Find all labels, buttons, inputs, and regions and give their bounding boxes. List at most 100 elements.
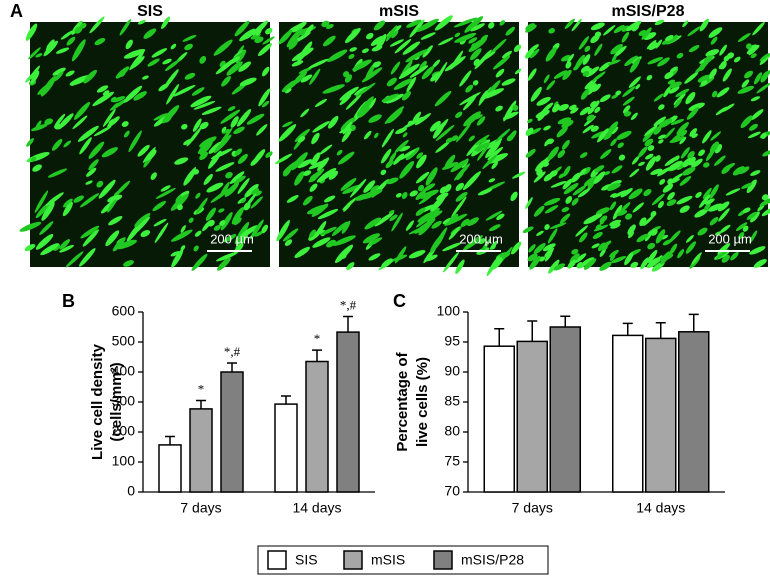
cell bbox=[599, 248, 606, 257]
cell bbox=[579, 168, 587, 176]
y-tick-label: 400 bbox=[112, 363, 136, 379]
cell bbox=[748, 131, 761, 139]
cell bbox=[558, 104, 569, 111]
cell bbox=[612, 204, 623, 220]
cell bbox=[603, 132, 612, 140]
cell bbox=[679, 136, 687, 145]
cell bbox=[759, 53, 770, 62]
error-bar bbox=[655, 322, 666, 339]
cell bbox=[470, 48, 482, 61]
cell bbox=[415, 171, 430, 184]
micrograph bbox=[522, 18, 770, 274]
cell bbox=[249, 219, 264, 240]
cell bbox=[79, 137, 92, 155]
cell bbox=[650, 210, 657, 218]
cell bbox=[553, 70, 568, 79]
cell bbox=[455, 122, 472, 143]
cell bbox=[408, 250, 426, 259]
cell bbox=[673, 34, 678, 41]
cell bbox=[30, 156, 37, 162]
cell bbox=[522, 226, 534, 234]
cell bbox=[40, 89, 46, 96]
cell bbox=[206, 182, 224, 193]
cell bbox=[587, 106, 596, 115]
cell bbox=[488, 22, 495, 29]
cell bbox=[402, 41, 421, 55]
cell bbox=[257, 43, 272, 57]
cell bbox=[723, 55, 730, 62]
cell bbox=[240, 225, 258, 238]
cell bbox=[102, 108, 116, 127]
cell bbox=[278, 29, 293, 45]
cell bbox=[101, 147, 118, 158]
cell bbox=[552, 103, 560, 113]
cell bbox=[543, 74, 550, 84]
cell bbox=[389, 152, 397, 163]
cell bbox=[716, 87, 730, 98]
cell bbox=[468, 37, 488, 52]
cell bbox=[340, 117, 356, 131]
cell bbox=[142, 147, 156, 163]
cell bbox=[708, 68, 717, 80]
cell bbox=[162, 58, 172, 65]
cell bbox=[688, 44, 700, 53]
cell bbox=[549, 170, 558, 177]
cell bbox=[41, 201, 55, 221]
cell bbox=[668, 160, 683, 171]
cell bbox=[176, 204, 183, 211]
significance-label: * bbox=[314, 331, 321, 346]
cell bbox=[368, 253, 381, 261]
cell bbox=[425, 254, 438, 262]
cell bbox=[722, 68, 732, 82]
cell bbox=[463, 95, 477, 111]
cell bbox=[699, 194, 711, 208]
cell bbox=[282, 121, 293, 128]
cell bbox=[395, 127, 407, 135]
cell bbox=[563, 182, 579, 195]
cell bbox=[704, 202, 711, 211]
cell bbox=[454, 163, 471, 181]
y-axis-label: Percentage of bbox=[394, 351, 411, 451]
cell bbox=[662, 239, 672, 246]
cell bbox=[360, 189, 383, 200]
cell bbox=[322, 84, 345, 94]
cell bbox=[294, 171, 305, 186]
cell bbox=[414, 112, 432, 126]
cell bbox=[51, 138, 63, 151]
significance-label: * bbox=[198, 381, 205, 396]
cell bbox=[621, 31, 630, 43]
cell bbox=[607, 183, 621, 192]
cell bbox=[241, 198, 246, 204]
cell bbox=[219, 127, 233, 146]
cell bbox=[409, 190, 418, 197]
cell bbox=[294, 246, 310, 258]
cell bbox=[460, 218, 470, 227]
cell bbox=[658, 139, 664, 144]
cell bbox=[342, 197, 358, 211]
cell bbox=[585, 66, 600, 78]
cell bbox=[582, 70, 590, 77]
cell bbox=[199, 151, 209, 161]
bar bbox=[189, 408, 213, 493]
cell bbox=[430, 72, 441, 82]
cell bbox=[654, 19, 665, 26]
cell bbox=[582, 54, 591, 65]
cell bbox=[444, 213, 468, 226]
cell bbox=[215, 162, 235, 172]
cell bbox=[741, 79, 750, 88]
cell bbox=[288, 39, 299, 50]
cell bbox=[381, 93, 399, 103]
cell bbox=[388, 210, 395, 215]
cell bbox=[220, 109, 241, 124]
cell bbox=[613, 24, 625, 34]
y-tick-label: 95 bbox=[444, 333, 460, 349]
cell bbox=[691, 158, 703, 168]
cell bbox=[682, 166, 696, 176]
cell bbox=[184, 72, 196, 80]
cell bbox=[761, 194, 769, 201]
cell bbox=[571, 18, 582, 32]
cell bbox=[536, 96, 551, 106]
cell bbox=[583, 258, 597, 270]
cell bbox=[715, 106, 728, 116]
cell bbox=[594, 106, 601, 114]
